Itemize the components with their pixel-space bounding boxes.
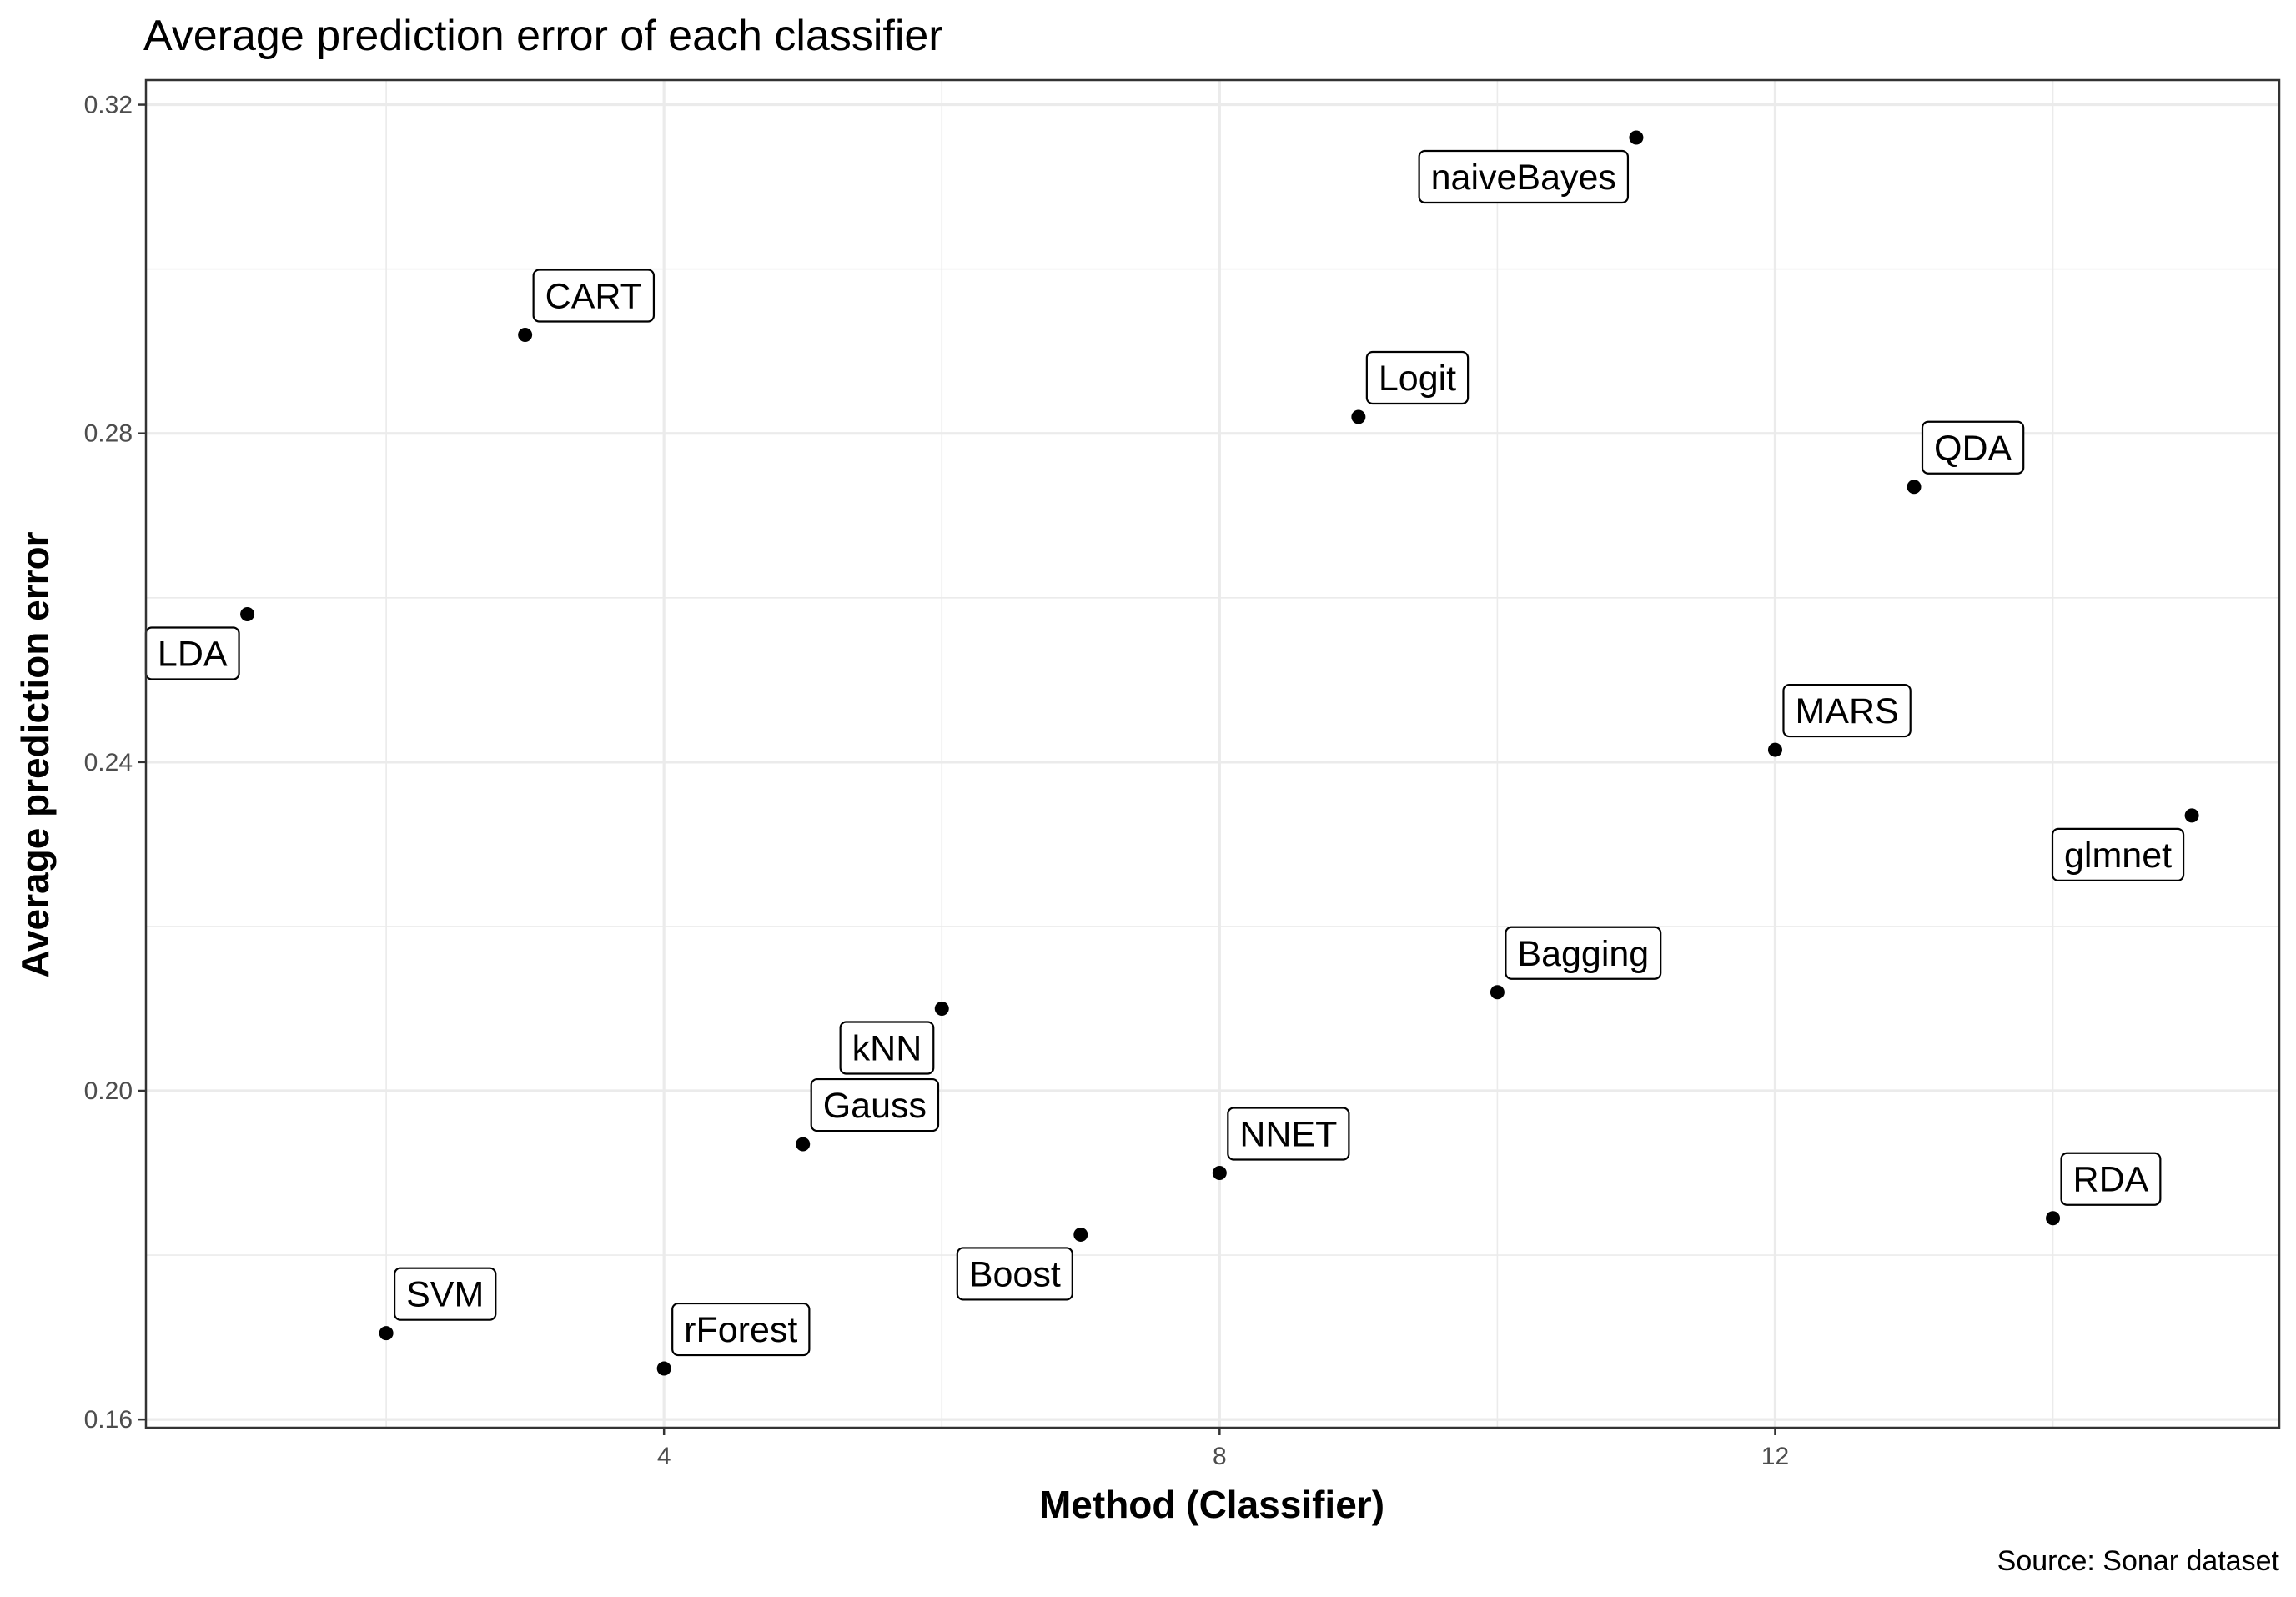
point-label: Gauss (810, 1077, 940, 1132)
point-label-text: NNET (1239, 1115, 1337, 1155)
point-label: SVM (394, 1267, 497, 1321)
data-points (240, 130, 2199, 1376)
point-label-text: RDA (2073, 1160, 2149, 1200)
point-label: glmnet (2051, 827, 2185, 882)
minor-gridlines (146, 80, 2279, 1428)
point-label: Bagging (1505, 926, 1662, 980)
x-axis-ticks: 4 8 12 (657, 1428, 1789, 1470)
x-tick-label: 12 (1761, 1443, 1789, 1470)
point-label-box (1418, 149, 1630, 204)
y-tick-label: 0.28 (84, 420, 133, 448)
point-label-box (956, 1247, 1073, 1301)
point-label-text: QDA (1934, 429, 2012, 469)
point-label-box (1921, 420, 2025, 475)
point-label-box (1365, 350, 1470, 405)
point-label-text: kNN (852, 1028, 922, 1068)
data-point (1767, 742, 1782, 757)
point-label-box (532, 269, 656, 323)
point-label: Logit (1365, 350, 1470, 405)
point-label: rForest (671, 1302, 811, 1357)
data-point (1490, 985, 1505, 1000)
point-label: kNN (839, 1021, 935, 1075)
point-label-box (2051, 827, 2185, 882)
point-label-text: Gauss (823, 1086, 927, 1126)
y-tick-label: 0.20 (84, 1077, 133, 1105)
data-point (1351, 409, 1366, 424)
data-point (656, 1361, 671, 1376)
y-tick-label: 0.16 (84, 1406, 133, 1434)
point-label: LDA (144, 626, 240, 680)
data-point (934, 1001, 949, 1016)
data-point (796, 1137, 811, 1152)
point-label-text: Logit (1379, 359, 1456, 399)
point-label: MARS (1782, 683, 1912, 738)
y-tick-label: 0.32 (84, 92, 133, 119)
y-tick-label: 0.24 (84, 749, 133, 776)
point-label-box (810, 1077, 940, 1132)
x-axis-title: Method (Classifier) (1039, 1483, 1384, 1526)
data-point (1629, 130, 1644, 145)
point-label-box (839, 1021, 935, 1075)
point-label-text: MARS (1795, 691, 1898, 731)
point-label: RDA (2060, 1152, 2162, 1206)
point-label-text: naiveBayes (1431, 158, 1616, 198)
point-label-box (1782, 683, 1912, 738)
y-axis-title: Average prediction error (13, 531, 57, 977)
point-label-text: Boost (969, 1254, 1061, 1294)
data-point (1073, 1227, 1088, 1242)
point-label-text: rForest (684, 1310, 797, 1350)
x-tick-label: 8 (1213, 1443, 1227, 1470)
data-point (240, 606, 255, 621)
point-label: QDA (1921, 420, 2025, 475)
plot-panel-border (144, 78, 2281, 1429)
point-label-text: Bagging (1517, 934, 1649, 974)
data-point (2184, 808, 2199, 823)
point-label-box (2060, 1152, 2162, 1206)
data-point (379, 1326, 394, 1341)
x-tick-label: 4 (657, 1443, 671, 1470)
point-label: naiveBayes (1418, 149, 1630, 204)
point-label: Boost (956, 1247, 1073, 1301)
point-label-text: glmnet (2064, 836, 2172, 876)
data-point (2046, 1211, 2061, 1226)
y-axis-ticks: 0.16 0.20 0.24 0.28 0.32 (84, 92, 146, 1434)
point-label-box (1227, 1107, 1350, 1161)
point-label-box (671, 1302, 811, 1357)
point-label-text: CART (545, 276, 642, 316)
chart-title: Average prediction error of each classif… (143, 12, 943, 60)
point-label-box (394, 1267, 497, 1321)
point-label-text: LDA (158, 634, 228, 674)
data-point (518, 327, 533, 342)
point-label-text: SVM (406, 1275, 484, 1315)
data-point (1907, 480, 1922, 495)
major-gridlines (146, 80, 2279, 1428)
chart-caption: Source: Sonar dataset (1997, 1545, 2280, 1577)
point-label: CART (532, 269, 656, 323)
point-label-box (1505, 926, 1662, 980)
point-labels: LDA SVM CART rForest Gauss kNN Boost NNET Logit B… (144, 149, 2185, 1357)
point-label: NNET (1227, 1107, 1350, 1161)
data-point (1212, 1166, 1227, 1181)
